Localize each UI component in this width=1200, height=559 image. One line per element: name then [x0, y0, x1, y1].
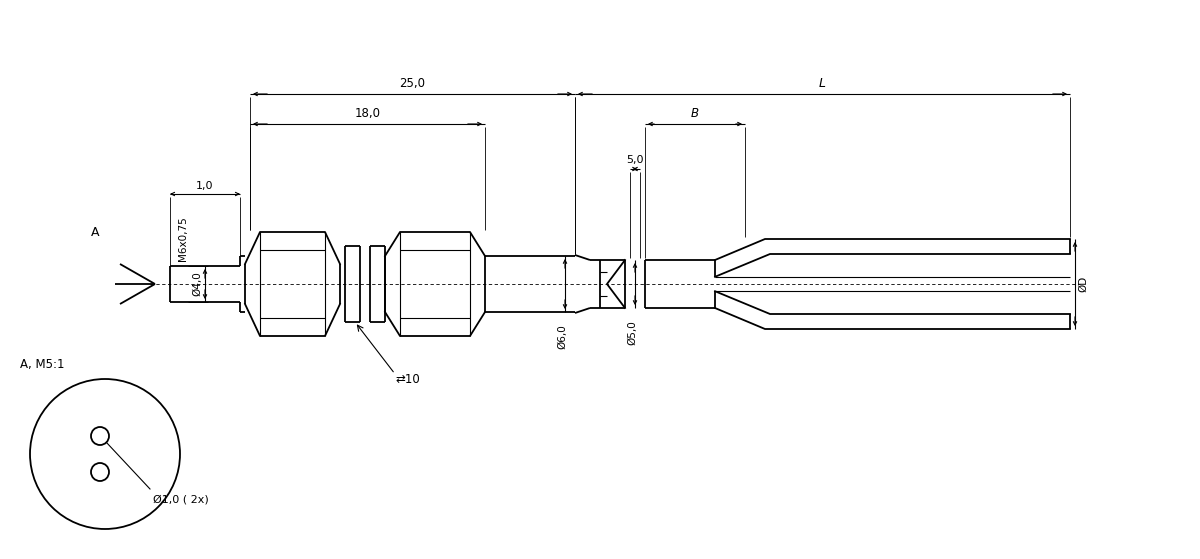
Text: L: L — [818, 77, 826, 90]
Text: Ø5,0: Ø5,0 — [628, 320, 637, 345]
Text: M6x0,75: M6x0,75 — [178, 216, 188, 261]
Text: A, M5:1: A, M5:1 — [20, 358, 65, 371]
Text: Ø1,0 ( 2x): Ø1,0 ( 2x) — [154, 494, 209, 504]
Text: B: B — [691, 107, 698, 120]
Text: 18,0: 18,0 — [354, 107, 380, 120]
Text: 1,0: 1,0 — [197, 181, 214, 191]
Text: ⇄10: ⇄10 — [395, 372, 420, 386]
Text: Ø6,0: Ø6,0 — [557, 324, 568, 349]
Text: A: A — [91, 226, 100, 239]
Text: 25,0: 25,0 — [400, 77, 426, 90]
Text: ØD: ØD — [1078, 276, 1088, 292]
Text: 5,0: 5,0 — [626, 155, 643, 165]
Text: Ø4,0: Ø4,0 — [192, 272, 202, 296]
